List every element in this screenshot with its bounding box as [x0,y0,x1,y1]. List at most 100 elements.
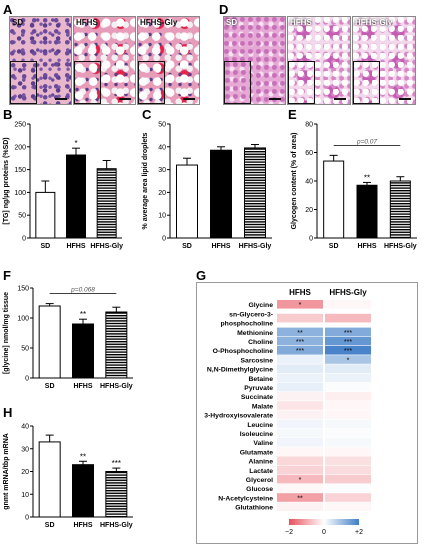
y-tick-label: 0 [162,236,166,243]
significance-mark: *** [112,459,121,468]
bar [38,305,61,379]
heatmap-significance: *** [344,348,352,355]
heatmap-row-label: phosphocholine [221,321,274,328]
histology-d-caption: HFHS-Gly [355,18,393,27]
heatmap-row-label: N-Acetylcysteine [218,495,273,502]
heatmap-row-label: Pyruvate [244,385,273,392]
y-tick-label: 0 [25,515,29,522]
heatmap-cell [277,502,323,511]
heatmap-row-label: Alanine [248,459,273,466]
y-tick-label: 30 [158,167,166,174]
heatmap-scale-label: 0 [322,529,326,536]
heatmap-cell [325,428,371,438]
panel-label-b: B [3,107,13,122]
chart-e-glycogen: 0 20 40 60 80 Glycogen content (% of area) SD *… [291,122,417,250]
bar [96,168,117,239]
heatmap-cell [277,465,323,475]
histology-a-caption: HFHS-Gly [140,18,178,27]
heatmap-cell [325,465,371,475]
heatmap-cell [325,484,371,493]
heatmap-column-label: HFHS-Gly [329,288,367,297]
histology-inset [10,60,37,104]
bar [356,184,378,239]
heatmap-cell [277,410,323,419]
scale-bar [399,98,411,100]
x-tick-label: HFHS-Gly [100,383,133,390]
histology-inset [224,60,251,104]
x-tick-label: SD [182,243,192,250]
heatmap-cell [325,327,371,337]
heatmap-row-label: Leucine [247,422,273,429]
y-tick-label: 150 [17,286,29,293]
p-value-label: p=0.07 [356,138,377,145]
heatmap-cell [277,392,323,401]
heatmap-cell [277,456,323,465]
heatmap-cell [277,447,323,456]
chart-h-gnmt-mrna: 0 10 20 30 40 gnmt mRNA/tbp mRNA SD ** HFHS *** HF… [3,424,133,529]
histology-a-hfhs-gly: HFHS-Gly [137,16,200,105]
bar [176,164,198,239]
y-tick-label: 50 [18,213,26,220]
heatmap-cell [325,336,371,346]
x-tick-label: HFHS [66,243,85,250]
heatmap-significance: * [299,477,302,484]
histology-a-caption: HFHS [76,18,98,27]
histology-inset [353,60,381,104]
panel-label-f: F [3,268,11,283]
y-tick-label: 20 [305,207,313,214]
heatmap-row-label: Succinate [241,394,273,401]
x-tick-label: HFHS-Gly [239,243,272,250]
heatmap-cell [277,355,323,364]
heatmap-row-label: O-Phosphocholine [213,348,274,355]
x-tick-label: SD [45,522,55,529]
heatmap-cell [325,474,371,484]
heatmap-significance: *** [344,339,352,346]
y-tick-label: 50 [21,346,29,353]
heatmap-significance: * [299,302,302,309]
y-tick-label: 150 [14,167,26,174]
y-tick-label: 250 [14,122,26,129]
heatmap-cell [325,447,371,456]
heatmap-significance: * [347,357,350,364]
panel-label-g: G [196,268,207,283]
heatmap-cell [325,346,371,355]
y-tick-label: 200 [14,144,26,151]
heatmap-row-label: Valine [253,440,273,447]
heatmap-cell [325,364,371,373]
histology-d-hfhs-gly: HFHS-Gly [352,16,416,105]
heatmap-cell [277,364,323,373]
bar [105,471,128,518]
scale-bar [55,98,67,100]
heatmap-row-label: Lactate [249,468,273,475]
heatmap-row-label: Glutamate [240,449,273,456]
y-tick-label: 10 [21,492,29,499]
heatmap-cell [277,428,323,438]
heatmap-cell [277,336,323,346]
heatmap-cell [325,313,371,323]
y-axis-label: % average area lipid droplets [142,132,149,229]
x-tick-label: HFHS-Gly [100,522,133,529]
heatmap-cell [325,410,371,419]
bar [389,180,411,239]
histology-a-sd: SD [9,16,72,105]
heatmap-significance: ** [297,495,303,502]
y-tick-label: 100 [17,316,29,323]
heatmap-row-label: Glycerol [246,477,273,484]
heatmap-significance: *** [296,348,304,355]
bar [323,160,345,239]
chart-f-glycine: 0 50 100 150 [glycine] nmol/mg tissue SD ** HFH… [3,286,133,390]
heatmap-cell [325,382,371,392]
y-axis-label: [glycine] nmol/mg tissue [3,292,10,374]
heatmap-row-label: Malate [252,403,273,410]
heatmap-significance: ** [297,330,303,337]
y-tick-label: 0 [22,236,26,243]
histology-a-hfhs: HFHS [73,16,136,105]
heatmap-row-label: N,N-Dimethylglycine [207,367,273,374]
bar [72,464,94,518]
y-tick-label: 40 [158,144,166,151]
heatmap-cell [325,502,371,511]
histology-d-caption: HFHS [290,18,312,27]
panel-label-a: A [3,2,13,17]
x-tick-label: SD [45,383,55,390]
y-tick-label: 80 [305,122,313,129]
